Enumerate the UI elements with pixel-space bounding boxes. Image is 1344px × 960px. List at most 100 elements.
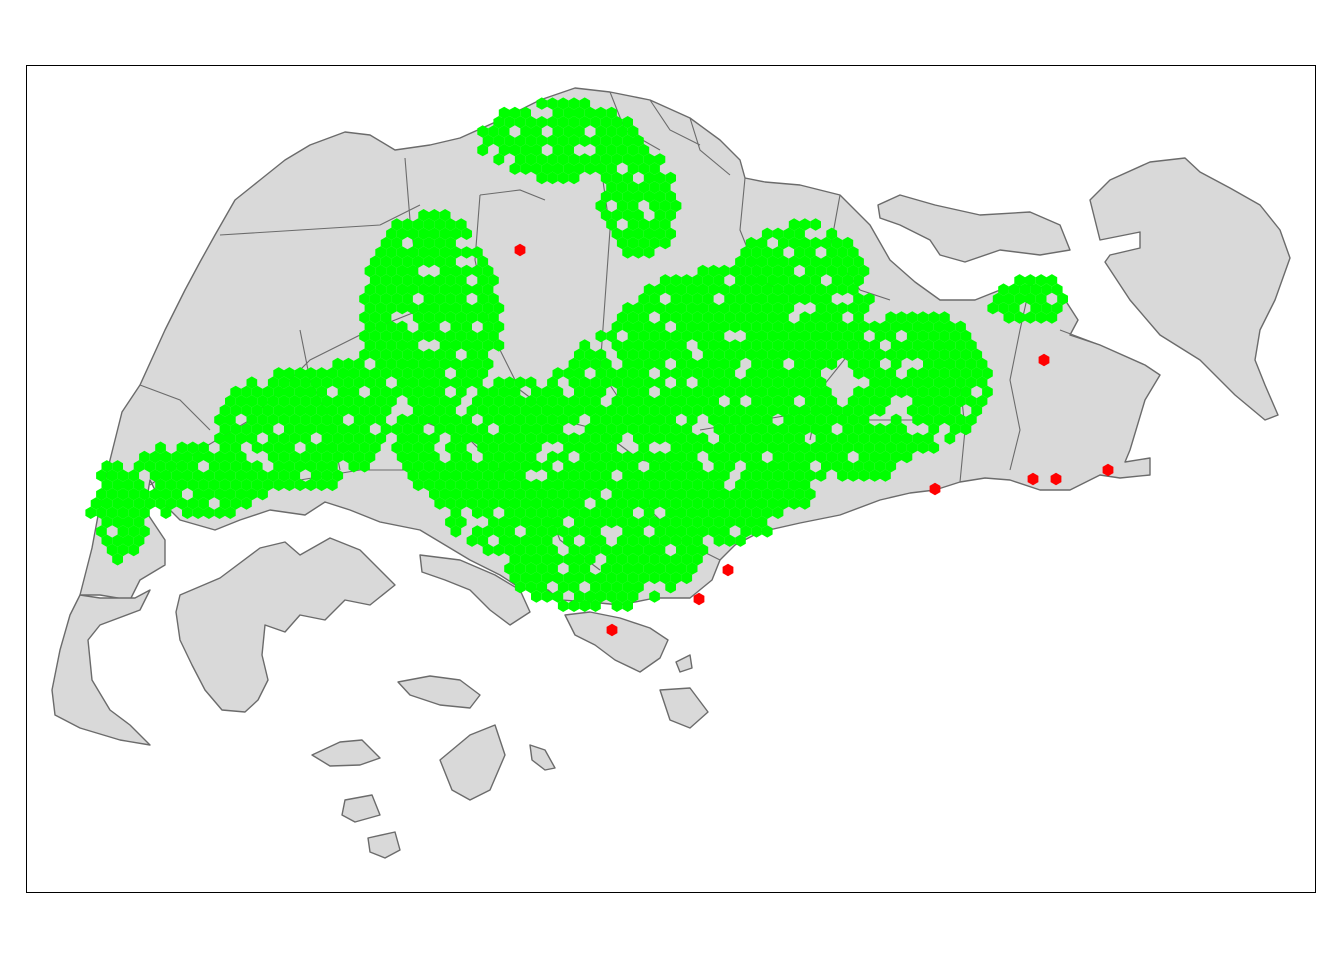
covered-hex-cell: [756, 311, 768, 324]
covered-hex-cell: [783, 413, 795, 426]
covered-hex-cell: [584, 590, 596, 603]
covered-hex-cell: [1041, 283, 1052, 296]
covered-hex-cell: [815, 283, 827, 296]
covered-hex-cell: [643, 469, 655, 482]
covered-hex-cell: [509, 515, 521, 529]
covered-hex-cell: [504, 525, 515, 538]
covered-hexagon-cells: [85, 97, 1068, 612]
covered-hex-cell: [638, 534, 650, 547]
covered-hex-cell: [402, 367, 413, 380]
covered-hex-cell: [815, 302, 827, 315]
covered-hex-cell: [756, 460, 768, 473]
covered-hex-cell: [740, 246, 752, 259]
covered-hex-cell: [896, 348, 907, 361]
covered-hex-cell: [133, 534, 145, 547]
covered-hex-cell: [837, 469, 848, 482]
covered-hex-cell: [890, 357, 902, 371]
covered-hex-cell: [740, 320, 752, 333]
covered-hex-cell: [697, 283, 709, 296]
covered-hex-cell: [944, 339, 956, 352]
covered-hex-cell: [751, 506, 762, 519]
covered-hex-cell: [348, 404, 360, 417]
covered-hex-cell: [574, 348, 585, 361]
covered-hex-cell: [466, 534, 478, 547]
covered-hex-cell: [536, 97, 548, 110]
covered-hex-cell: [343, 395, 354, 408]
covered-hex-cell: [788, 385, 800, 399]
covered-hex-cell: [284, 441, 295, 454]
covered-hex-cell: [616, 553, 628, 566]
covered-hex-cell: [627, 497, 639, 510]
covered-hex-cell: [821, 460, 832, 473]
covered-hex-cell: [380, 236, 392, 250]
covered-hex-cell: [670, 274, 682, 287]
covered-hex-cell: [466, 404, 478, 417]
covered-hex-cell: [815, 339, 827, 352]
covered-hex-cell: [541, 162, 553, 175]
covered-hex-cell: [123, 534, 134, 547]
covered-hex-cell: [117, 543, 129, 557]
covered-hex-cell: [627, 590, 639, 603]
covered-hex-cell: [439, 209, 451, 222]
covered-hex-cell: [761, 469, 773, 482]
covered-hex-cell: [294, 385, 306, 399]
covered-hex-cell: [810, 422, 821, 436]
covered-hex-cell: [418, 395, 429, 408]
covered-hex-cell: [472, 432, 483, 445]
covered-hex-cell: [681, 553, 693, 566]
covered-hex-cell: [719, 506, 730, 519]
covered-hex-cell: [778, 255, 789, 268]
covered-hex-cell: [643, 543, 655, 557]
covered-hex-cell: [761, 339, 773, 352]
covered-hex-cell: [230, 385, 242, 399]
covered-hex-cell: [686, 283, 698, 296]
covered-hex-cell: [386, 246, 397, 259]
covered-hex-cell: [649, 515, 660, 529]
covered-hex-cell: [348, 367, 360, 380]
covered-hex-cell: [461, 320, 472, 333]
covered-hex-cell: [541, 422, 553, 436]
covered-hex-cell: [853, 367, 864, 380]
covered-hex-cell: [133, 460, 145, 473]
covered-hex-cell: [531, 162, 542, 175]
covered-hex-cell: [455, 515, 467, 529]
covered-hex-cell: [241, 478, 252, 492]
covered-hex-cell: [616, 236, 628, 250]
covered-hex-cell: [482, 525, 494, 538]
covered-hex-cell: [482, 264, 494, 278]
covered-hex-cell: [649, 571, 660, 585]
covered-hex-cell: [525, 581, 537, 594]
covered-hex-cell: [772, 246, 784, 259]
covered-hex-cell: [928, 348, 940, 361]
covered-hex-cell: [439, 413, 451, 426]
covered-hex-cell: [643, 153, 655, 166]
covered-hex-cell: [128, 488, 140, 501]
covered-hex-cell: [659, 460, 671, 473]
covered-hex-cell: [139, 488, 150, 501]
covered-hex-cell: [525, 488, 537, 501]
covered-hex-cell: [407, 283, 419, 296]
covered-hex-cell: [794, 469, 805, 482]
covered-hex-cell: [638, 162, 650, 175]
covered-hex-cell: [729, 413, 741, 426]
covered-hex-cell: [847, 357, 859, 371]
covered-hex-cell: [595, 367, 607, 380]
covered-hex-cell: [504, 506, 515, 519]
covered-hex-cell: [702, 404, 714, 417]
covered-hex-cell: [697, 302, 709, 315]
covered-hex-cell: [305, 478, 317, 492]
covered-hex-cell: [692, 292, 703, 306]
covered-hex-cell: [815, 264, 827, 278]
covered-hex-cell: [606, 553, 617, 566]
covered-hex-cell: [740, 264, 752, 278]
covered-hex-cell: [267, 450, 279, 464]
covered-hex-cell: [563, 404, 574, 417]
covered-hex-cell: [627, 367, 639, 380]
covered-hex-cell: [1014, 311, 1025, 324]
covered-hex-cell: [606, 329, 617, 343]
covered-hex-cell: [616, 404, 628, 417]
covered-hex-cell: [579, 97, 591, 110]
covered-hex-cell: [590, 450, 601, 464]
covered-hex-cell: [616, 534, 628, 547]
covered-hex-cell: [531, 385, 542, 399]
